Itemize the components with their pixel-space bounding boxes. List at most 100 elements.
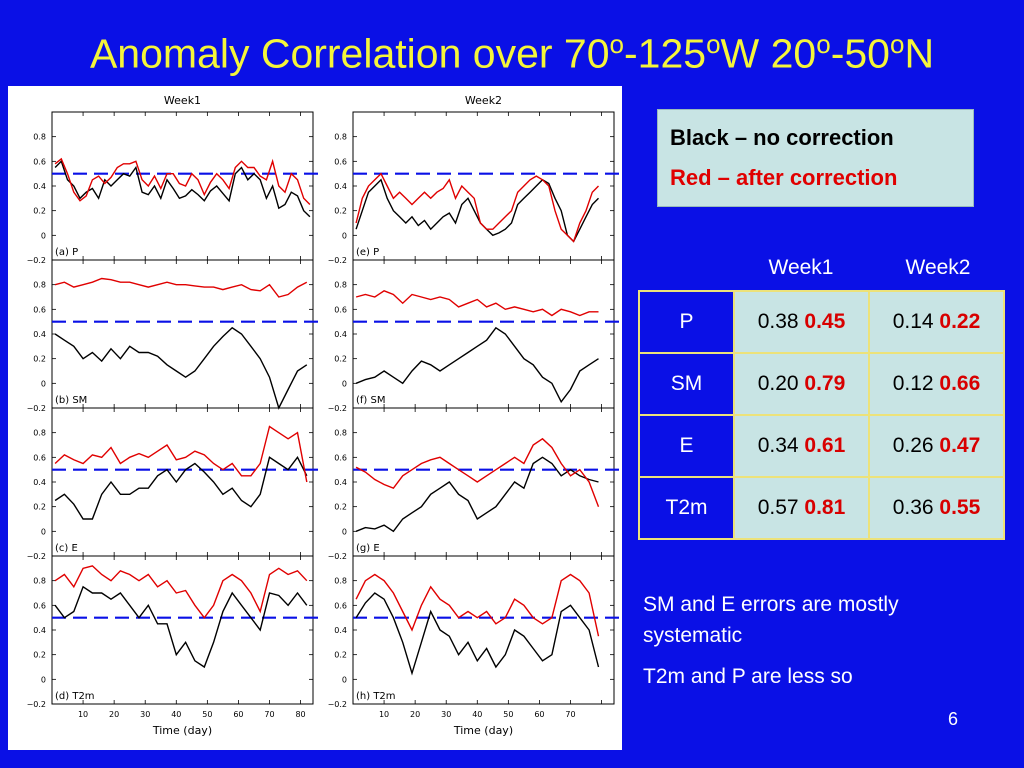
value-no-correction: 0.57 bbox=[757, 496, 799, 519]
value-after-correction: 0.66 bbox=[939, 372, 981, 395]
value-after-correction: 0.79 bbox=[804, 372, 846, 395]
panel-e-p: 0.8 0.6 0.4 0.2 0 −0.2 (e) P bbox=[328, 111, 622, 265]
x-tick-label: 10 bbox=[78, 710, 88, 719]
y-tick-label: −0.2 bbox=[328, 404, 347, 413]
y-tick-label: 0.6 bbox=[334, 305, 347, 314]
y-tick-label: 0.2 bbox=[334, 207, 347, 216]
y-tick-label: 0.8 bbox=[33, 281, 46, 290]
value-after-correction: 0.81 bbox=[804, 496, 846, 519]
y-tick-label: 0 bbox=[342, 675, 347, 684]
y-tick-label: 0.6 bbox=[334, 453, 347, 462]
value-no-correction: 0.38 bbox=[757, 310, 799, 333]
series-after-correction bbox=[355, 437, 600, 507]
page-number: 6 bbox=[948, 709, 959, 729]
x-tick-label: 70 bbox=[264, 710, 274, 719]
value-after-correction: 0.55 bbox=[939, 496, 981, 519]
row-label: SM bbox=[638, 352, 735, 416]
y-tick-label: 0.4 bbox=[334, 330, 347, 339]
y-tick-label: 0.6 bbox=[33, 157, 46, 166]
y-tick-label: 0.8 bbox=[334, 133, 347, 142]
y-tick-label: 0.8 bbox=[33, 133, 46, 142]
panel-d-t2m: 0.8 0.6 0.4 0.2 0 −0.2 (d) T2m bbox=[27, 555, 321, 709]
y-tick-label: 0.4 bbox=[33, 330, 46, 339]
series-after-correction bbox=[54, 565, 308, 619]
slide-title: Anomaly Correlation over 70o-125oW 20o-5… bbox=[89, 29, 935, 77]
y-tick-label: −0.2 bbox=[27, 256, 46, 265]
y-tick-label: 0.8 bbox=[33, 577, 46, 586]
series-after-correction bbox=[355, 573, 600, 637]
row-label: T2m bbox=[638, 476, 735, 540]
value-no-correction: 0.26 bbox=[892, 434, 934, 457]
panel-label: (h) T2m bbox=[356, 691, 396, 702]
y-tick-label: 0.8 bbox=[334, 281, 347, 290]
week1-cell: 0.57 0.81 bbox=[733, 476, 870, 540]
table-row: SM 0.20 0.79 0.12 0.66 bbox=[638, 352, 1005, 416]
legend-box: Black – no correction Red – after correc… bbox=[657, 109, 974, 207]
series-no-correction bbox=[54, 455, 308, 520]
panel-label: (d) T2m bbox=[55, 691, 95, 702]
week1-cell: 0.34 0.61 bbox=[733, 414, 870, 478]
y-tick-label: 0.6 bbox=[33, 601, 46, 610]
series-no-correction bbox=[355, 178, 599, 243]
y-tick-label: 0.4 bbox=[334, 182, 347, 191]
series-after-correction bbox=[54, 425, 308, 483]
value-no-correction: 0.20 bbox=[757, 372, 799, 395]
series-after-correction bbox=[54, 157, 311, 205]
panel-f-sm: 0.8 0.6 0.4 0.2 0 −0.2 (f) SM bbox=[328, 259, 622, 413]
x-tick-label: 10 bbox=[379, 710, 389, 719]
y-tick-label: 0.4 bbox=[334, 626, 347, 635]
y-tick-label: 0.2 bbox=[334, 355, 347, 364]
y-tick-label: −0.2 bbox=[328, 552, 347, 561]
week1-cell: 0.38 0.45 bbox=[733, 290, 870, 354]
y-tick-label: 0.4 bbox=[33, 182, 46, 191]
y-tick-label: 0.2 bbox=[33, 207, 46, 216]
x-tick-label: 30 bbox=[140, 710, 150, 719]
panel-a-p: 0.8 0.6 0.4 0.2 0 −0.2 (a) P bbox=[27, 111, 321, 265]
week2-cell: 0.12 0.66 bbox=[868, 352, 1005, 416]
y-tick-label: −0.2 bbox=[27, 404, 46, 413]
x-tick-label: 50 bbox=[503, 710, 513, 719]
value-after-correction: 0.47 bbox=[939, 434, 981, 457]
y-tick-label: −0.2 bbox=[328, 700, 347, 709]
y-tick-label: −0.2 bbox=[328, 256, 347, 265]
series-after-correction bbox=[355, 290, 599, 317]
x-axis-label: Time (day) bbox=[453, 724, 513, 737]
y-tick-label: 0.4 bbox=[334, 478, 347, 487]
y-tick-label: 0.4 bbox=[33, 626, 46, 635]
y-tick-label: 0 bbox=[41, 527, 46, 536]
y-tick-label: 0.2 bbox=[33, 651, 46, 660]
panel-h-t2m: 0.8 0.6 0.4 0.2 0 −0.2 (h) T2m bbox=[328, 555, 622, 709]
table-row: E 0.34 0.61 0.26 0.47 bbox=[638, 414, 1005, 478]
series-after-correction bbox=[355, 172, 599, 243]
panel-label: (f) SM bbox=[356, 395, 385, 406]
value-after-correction: 0.61 bbox=[804, 434, 846, 457]
y-tick-label: 0.8 bbox=[334, 577, 347, 586]
week1-cell: 0.20 0.79 bbox=[733, 352, 870, 416]
legend-black-entry: Black – no correction bbox=[670, 125, 894, 150]
week2-cell: 0.26 0.47 bbox=[868, 414, 1005, 478]
y-tick-label: 0.6 bbox=[334, 157, 347, 166]
column-title-week2: Week2 bbox=[465, 94, 502, 107]
panel-b-sm: 0.8 0.6 0.4 0.2 0 −0.2 (b) SM bbox=[27, 259, 321, 413]
panel-label: (g) E bbox=[356, 543, 380, 554]
y-tick-label: 0.2 bbox=[334, 651, 347, 660]
week2-cell: 0.36 0.55 bbox=[868, 476, 1005, 540]
series-after-correction bbox=[54, 277, 308, 298]
x-tick-label: 60 bbox=[233, 710, 243, 719]
panel-label: (e) P bbox=[356, 247, 379, 258]
panel-c-e: 0.8 0.6 0.4 0.2 0 −0.2 (c) E bbox=[27, 407, 321, 561]
y-tick-label: 0.2 bbox=[334, 503, 347, 512]
column-title-week1: Week1 bbox=[164, 94, 201, 107]
series-no-correction bbox=[54, 326, 308, 410]
note-systematic-errors: SM and E errors are mostly systematic bbox=[643, 593, 899, 647]
x-tick-label: 50 bbox=[202, 710, 212, 719]
x-tick-label: 30 bbox=[441, 710, 451, 719]
anomaly-correlation-figure: Week1 Week2 0.8 0.6 0.4 0.2 0 −0.2 (a) P 0.8 0.6 0.… bbox=[8, 86, 622, 750]
note-less-so: T2m and P are less so bbox=[643, 665, 853, 688]
y-tick-label: 0 bbox=[342, 379, 347, 388]
x-tick-label: 20 bbox=[410, 710, 420, 719]
y-tick-label: 0.6 bbox=[334, 601, 347, 610]
value-no-correction: 0.36 bbox=[892, 496, 934, 519]
panel-label: (b) SM bbox=[55, 395, 87, 406]
